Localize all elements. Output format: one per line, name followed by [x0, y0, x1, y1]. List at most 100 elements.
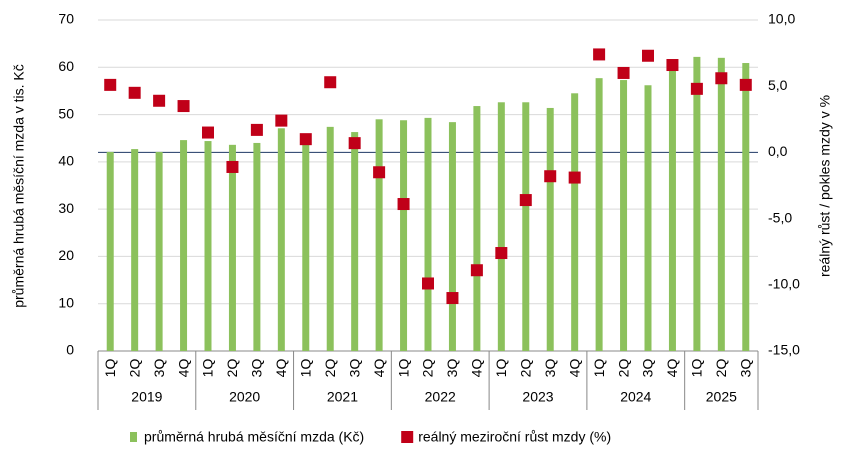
- bar: [693, 56, 701, 351]
- legend-label: reálný meziroční růst mzdy (%): [418, 429, 611, 445]
- x-tick-label: 3Q: [640, 359, 656, 378]
- x-tick-label: 3Q: [346, 359, 362, 378]
- marker: [373, 166, 386, 179]
- y2-axis-title: reálný růst / pokles mzdy v %: [817, 95, 833, 277]
- marker: [177, 100, 190, 113]
- bar: [106, 151, 114, 351]
- y-tick-label: 20: [58, 247, 74, 263]
- legend-swatch: [401, 431, 414, 443]
- group-label: 2019: [131, 389, 162, 405]
- x-tick-label: 1Q: [102, 359, 118, 378]
- bar: [351, 132, 359, 351]
- bar: [546, 107, 554, 351]
- y2-tick-label: -10,0: [768, 276, 800, 292]
- legend-swatch: [130, 432, 137, 442]
- marker: [128, 86, 141, 99]
- marker: [739, 78, 752, 91]
- marker: [642, 49, 654, 62]
- y2-tick-label: 0,0: [768, 143, 788, 159]
- bar: [448, 122, 456, 351]
- bar: [668, 63, 676, 352]
- marker: [422, 277, 434, 290]
- x-tick-label: 2Q: [615, 359, 631, 378]
- marker: [202, 126, 214, 139]
- bar: [742, 63, 750, 351]
- x-tick-label: 3Q: [444, 359, 460, 378]
- marker: [495, 247, 508, 260]
- bar: [400, 120, 408, 351]
- x-tick-label: 3Q: [151, 359, 167, 378]
- marker: [275, 114, 288, 127]
- marker: [617, 66, 630, 79]
- marker: [397, 198, 410, 211]
- legend-label: průměrná hrubá měsíční mzda (Kč): [144, 429, 364, 445]
- x-tick-label: 2Q: [517, 359, 533, 378]
- bar: [375, 119, 383, 351]
- y-tick-label: 30: [58, 200, 74, 216]
- y-tick-label: 0: [66, 342, 74, 358]
- group-label: 2020: [229, 389, 260, 405]
- x-tick-label: 1Q: [493, 359, 509, 378]
- bar: [180, 140, 188, 351]
- marker: [593, 48, 606, 61]
- bar: [253, 142, 261, 351]
- x-tick-label: 4Q: [273, 359, 289, 378]
- x-tick-label: 4Q: [566, 359, 582, 378]
- y-tick-label: 40: [58, 153, 74, 169]
- x-tick-label: 3Q: [542, 359, 558, 378]
- bar: [595, 78, 603, 351]
- y-tick-label: 60: [58, 58, 74, 74]
- x-tick-label: 4Q: [371, 359, 387, 378]
- x-tick-label: 2Q: [322, 359, 338, 378]
- marker: [544, 170, 557, 183]
- marker: [568, 171, 581, 184]
- bar: [155, 151, 163, 351]
- group-label: 2023: [522, 389, 553, 405]
- bar: [204, 141, 212, 351]
- bar: [228, 144, 236, 351]
- y-tick-label: 70: [58, 11, 74, 27]
- bar: [522, 102, 530, 351]
- marker: [299, 133, 312, 146]
- x-tick-label: 1Q: [689, 359, 705, 378]
- y-tick-label: 50: [58, 105, 74, 121]
- marker: [348, 137, 361, 150]
- y-tick-label: 10: [58, 294, 74, 310]
- x-tick-label: 3Q: [249, 359, 265, 378]
- marker: [153, 94, 166, 107]
- bar: [717, 57, 725, 351]
- bar: [302, 142, 310, 351]
- bar: [131, 149, 139, 351]
- x-tick-label: 2Q: [713, 359, 729, 378]
- x-tick-label: 1Q: [200, 359, 216, 378]
- y2-tick-label: -15,0: [768, 342, 800, 358]
- x-tick-label: 1Q: [395, 359, 411, 378]
- marker: [250, 123, 263, 136]
- y2-tick-label: -5,0: [768, 209, 792, 225]
- marker: [666, 59, 679, 72]
- bar: [424, 117, 432, 351]
- marker: [104, 78, 117, 91]
- bar: [571, 93, 579, 352]
- group-label: 2022: [425, 389, 456, 405]
- marker: [690, 82, 703, 95]
- y2-tick-label: 10,0: [768, 11, 795, 27]
- x-tick-label: 4Q: [175, 359, 191, 378]
- x-tick-label: 2Q: [420, 359, 436, 378]
- bar: [473, 106, 481, 351]
- x-tick-label: 1Q: [297, 359, 313, 378]
- bar: [497, 102, 505, 351]
- marker: [226, 160, 239, 173]
- marker: [519, 194, 532, 207]
- marker: [470, 264, 483, 277]
- x-tick-label: 4Q: [469, 359, 485, 378]
- x-tick-label: 2Q: [126, 359, 142, 378]
- group-label: 2021: [327, 389, 358, 405]
- bar: [326, 126, 334, 351]
- x-tick-label: 3Q: [737, 359, 753, 378]
- bar: [277, 128, 285, 351]
- group-label: 2024: [620, 389, 651, 405]
- marker: [715, 72, 728, 85]
- y2-tick-label: 5,0: [768, 77, 788, 93]
